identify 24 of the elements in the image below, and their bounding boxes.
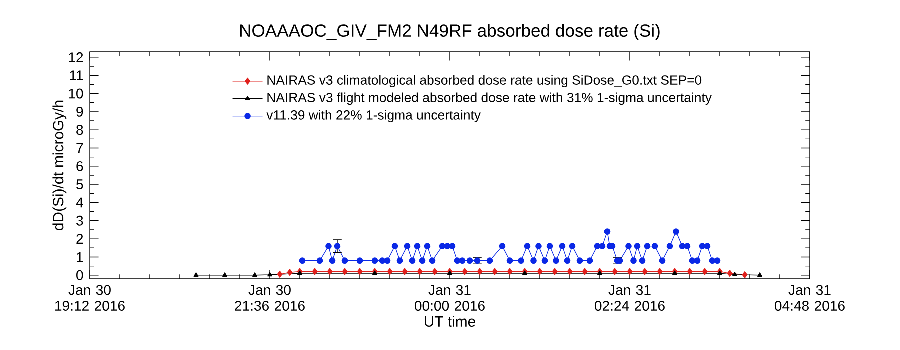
x-tick-label: Jan 31 02:24 2016: [594, 285, 665, 311]
x-tick-label: Jan 30 19:12 2016: [56, 285, 125, 311]
y-tick-label: 5: [76, 180, 84, 190]
y-tick-label: 8: [76, 125, 84, 136]
x-tick-label: Jan 31 04:48 2016: [774, 285, 845, 311]
y-tick-label: 9: [76, 106, 84, 117]
x-tick-label: Jan 31 00:00 2016: [414, 285, 485, 311]
legend-label: NAIRAS v3 flight modeled absorbed dose rate with 31% 1-sigma uncertainty: [268, 92, 712, 106]
y-tick-label: 3: [76, 216, 84, 226]
y-tick-label: 4: [76, 198, 84, 208]
chart-title: NOAAAOC_GIV_FM2 N49RF absorbed dose rate (Si): [240, 24, 660, 41]
y-tick-label: 1: [77, 252, 84, 262]
y-tick-label: 2: [76, 234, 84, 244]
x-axis-title: UT time: [425, 316, 476, 327]
y-tick-label: 10: [69, 88, 84, 99]
y-axis-title: dD(Si)/dt microGy/h: [52, 100, 67, 230]
x-tick-label: Jan 30 21:36 2016: [235, 285, 305, 311]
y-tick-label: 12: [69, 52, 84, 62]
y-tick-label: 7: [76, 143, 84, 154]
y-tick-label: 6: [76, 161, 84, 172]
y-tick-label: 0: [76, 270, 84, 280]
y-tick-label: 11: [70, 70, 84, 80]
legend-label: v11.39 with 22% 1-sigma uncertainty: [266, 110, 481, 122]
legend-label: NAIRAS v3 climatological absorbed dose rate using SiDose_G0.txt SEP=0: [268, 75, 702, 88]
